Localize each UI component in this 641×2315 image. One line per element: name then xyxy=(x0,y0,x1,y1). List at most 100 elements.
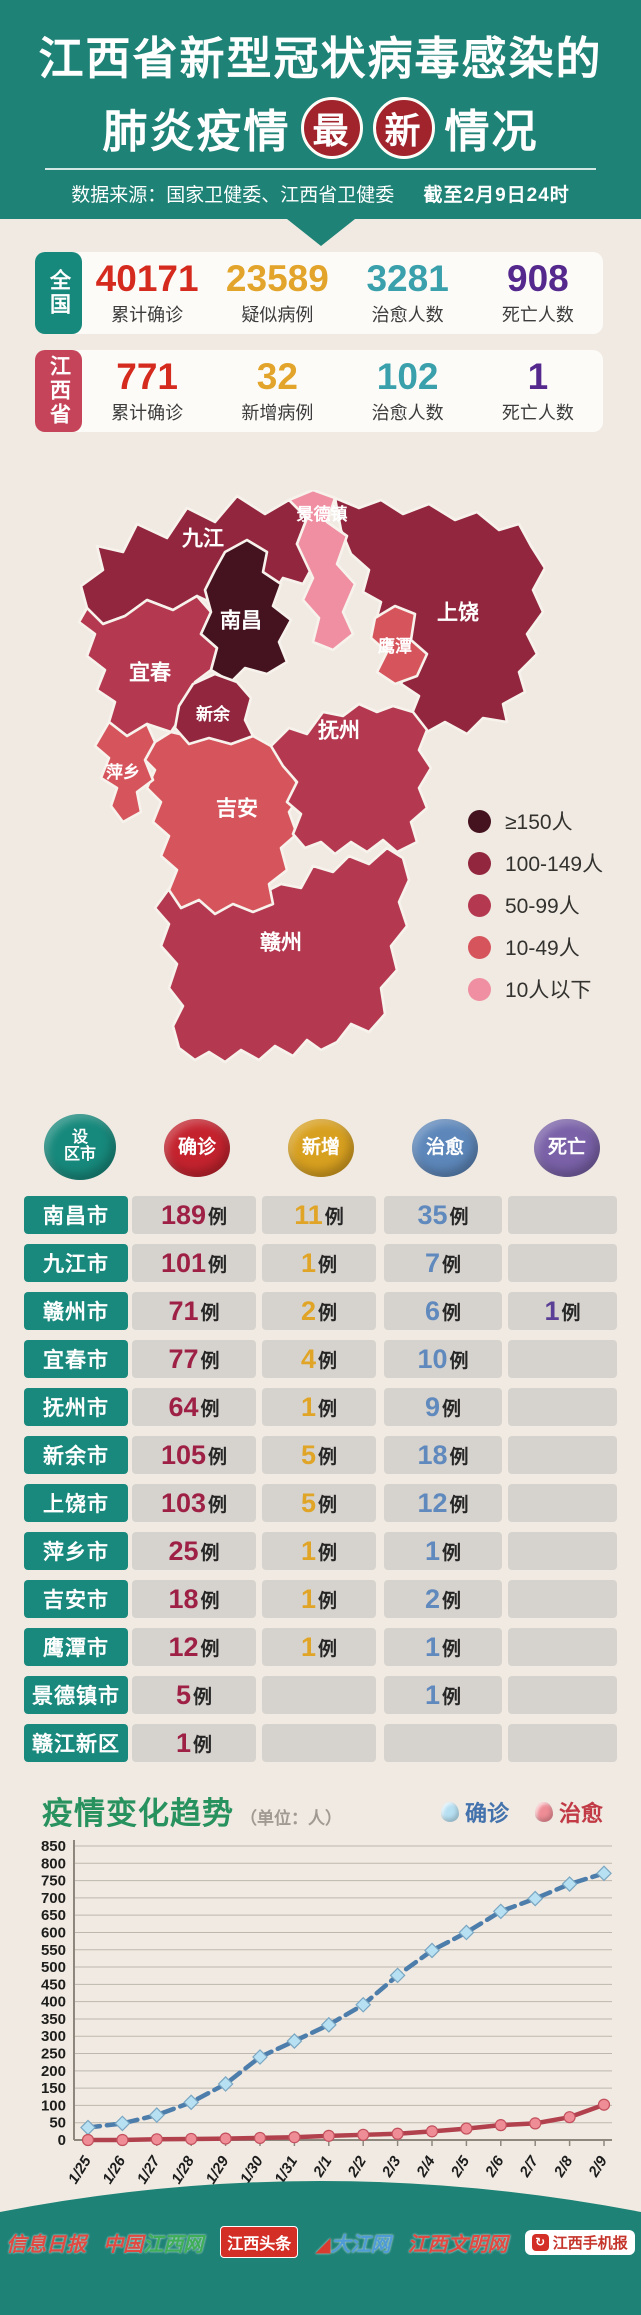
cell-value: 5 xyxy=(300,1487,316,1518)
cell-unit: 例 xyxy=(318,1446,338,1468)
table-cell-confirmed: 18 例 xyxy=(132,1580,256,1618)
stat-card-province: 江西省 771 累计确诊 32 新增病例 102 治愈人数 1 死亡人数 xyxy=(35,350,603,432)
header-divider xyxy=(45,168,596,170)
stat-label: 治愈人数 xyxy=(371,402,444,423)
logo-jiangxi-wenming-wang: 江西文明网 xyxy=(408,2228,508,2257)
cell-unit: 例 xyxy=(208,1254,228,1276)
stat-value: 908 xyxy=(507,257,569,299)
cell-value: 1 xyxy=(424,1679,440,1710)
page-title-line2-prefix: 肺炎疫情 xyxy=(102,106,291,157)
table-cell-dead xyxy=(508,1196,617,1234)
marker-circle xyxy=(357,2128,370,2141)
y-tick-label: 200 xyxy=(41,2063,66,2080)
map-legend-item-4: 10人以下 xyxy=(468,968,603,1010)
table-row-city: 鹰潭市 xyxy=(24,1628,128,1666)
cell-unit: 例 xyxy=(200,1398,220,1420)
cell-unit: 例 xyxy=(208,1446,228,1468)
cell-unit: 例 xyxy=(442,1686,462,1708)
cell-value: 12 xyxy=(417,1487,448,1518)
map-label-jian: 吉安 xyxy=(216,797,258,821)
cell-unit: 例 xyxy=(200,1350,220,1372)
table-row-city: 赣州市 xyxy=(24,1292,128,1330)
cell-value: 1 xyxy=(300,1631,316,1662)
cell-unit: 例 xyxy=(318,1590,338,1612)
cell-unit: 例 xyxy=(193,1734,213,1756)
table-cell-confirmed: 105 例 xyxy=(132,1436,256,1474)
chart-legend-dot xyxy=(534,1802,553,1822)
table-cell-dead xyxy=(508,1580,617,1618)
table-cell-confirmed: 101 例 xyxy=(132,1244,256,1282)
map-label-fuzhou: 抚州 xyxy=(318,720,360,743)
marker-diamond xyxy=(286,2033,303,2049)
map-legend-item-3: 10-49人 xyxy=(468,926,603,968)
cell-value: 7 xyxy=(424,1247,440,1278)
stat-card-body: 771 累计确诊 32 新增病例 102 治愈人数 1 死亡人数 xyxy=(82,350,603,432)
stat-label: 死亡人数 xyxy=(501,402,574,423)
table-cell-cured: 10 例 xyxy=(384,1340,502,1378)
table-row-city: 九江市 xyxy=(24,1244,128,1282)
stat-item: 908 死亡人数 xyxy=(473,252,603,334)
marker-diamond xyxy=(80,2119,96,2136)
cell-value: 5 xyxy=(300,1439,316,1470)
chart-title-row: 疫情变化趋势 （单位：人） xyxy=(42,1788,342,1833)
cell-unit: 例 xyxy=(442,1638,462,1660)
cell-value: 10 xyxy=(417,1343,448,1374)
y-tick-label: 600 xyxy=(41,1924,66,1941)
stat-item: 3281 治愈人数 xyxy=(343,252,473,334)
logo-text: 江西头条 xyxy=(227,2236,292,2253)
table-cell-dead xyxy=(508,1436,617,1474)
stat-value: 1 xyxy=(527,355,549,397)
table-cell-confirmed: 71 例 xyxy=(132,1292,256,1330)
marker-circle xyxy=(81,2133,95,2147)
table-row-city: 新余市 xyxy=(24,1436,128,1474)
marker-circle xyxy=(288,2131,301,2144)
map-region-yingtan xyxy=(369,604,429,686)
cell-unit: 例 xyxy=(200,1302,220,1324)
stat-item: 32 新增病例 xyxy=(212,350,342,432)
cell-unit: 例 xyxy=(200,1638,220,1660)
chart-legend-item-1: 治愈 xyxy=(534,1796,603,1828)
table-row-city: 景德镇市 xyxy=(24,1676,128,1714)
y-tick-label: 0 xyxy=(58,2132,66,2149)
badge-text: 新增 xyxy=(301,1137,340,1159)
table-row-city: 萍乡市 xyxy=(24,1532,128,1570)
logo-text: 大江网 xyxy=(330,2233,391,2256)
table-row-city: 上饶市 xyxy=(24,1484,128,1522)
marker-diamond xyxy=(458,1924,475,1941)
legend-label: 100-149人 xyxy=(505,853,604,876)
marker-circle xyxy=(253,2131,267,2145)
cell-unit: 例 xyxy=(200,1542,220,1564)
legend-dot xyxy=(468,851,491,875)
as-of-date: 截至2月9日24时 xyxy=(423,185,570,206)
table-cell-dead xyxy=(508,1628,617,1666)
table-cell-dead xyxy=(508,1388,617,1426)
marker-diamond xyxy=(527,1890,544,1907)
stat-value: 3281 xyxy=(366,257,449,299)
map-label-pingxiang: 萍乡 xyxy=(106,762,140,782)
marker-diamond xyxy=(252,2049,268,2065)
cell-value: 64 xyxy=(168,1391,199,1422)
legend-label: 50-99人 xyxy=(505,895,580,918)
cell-value: 1 xyxy=(300,1583,316,1614)
y-tick-label: 300 xyxy=(41,2028,66,2045)
cell-unit: 例 xyxy=(561,1302,581,1324)
table-cell-dead xyxy=(508,1724,617,1762)
map-legend-item-2: 50-99人 xyxy=(468,884,603,926)
chart-unit-label: （单位：人） xyxy=(240,1809,342,1828)
marker-circle xyxy=(460,2122,473,2135)
map-label-yingtan: 鹰潭 xyxy=(378,636,412,656)
stat-card-region-tab: 江西省 xyxy=(35,350,82,432)
marker-diamond xyxy=(183,2094,200,2111)
logo-text: 江西手机报 xyxy=(552,2234,628,2252)
cell-unit: 例 xyxy=(449,1494,469,1516)
y-tick-label: 850 xyxy=(41,1838,66,1855)
cell-unit: 例 xyxy=(442,1590,462,1612)
map-label-jingdezhen: 景德镇 xyxy=(297,504,348,524)
